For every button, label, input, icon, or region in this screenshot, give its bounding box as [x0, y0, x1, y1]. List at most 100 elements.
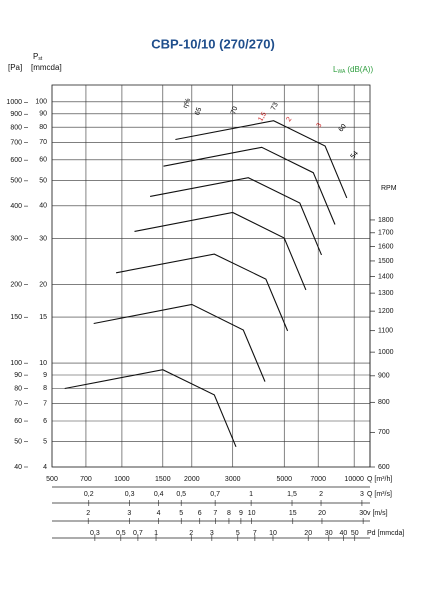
secondary-tick-label: 5 [179, 510, 183, 517]
secondary-tick-label: 0,5 [116, 530, 126, 537]
x-tick-label: 3000 [225, 476, 241, 483]
curve-annotation: 60 [338, 123, 348, 134]
curve-annotation: 65 [194, 107, 203, 117]
secondary-tick-label: 1 [249, 491, 253, 498]
secondary-tick-label: 2 [189, 530, 193, 537]
y2-tick-label: 8 [43, 385, 47, 392]
fan-curve [93, 303, 266, 382]
secondary-tick-label: 0,3 [90, 530, 100, 537]
fan-curve [149, 177, 323, 256]
y-tick-label: 600 [10, 157, 22, 164]
y-tick-label: 150 [10, 314, 22, 321]
y2-tick-label: 40 [39, 203, 47, 210]
y2-tick-label: 30 [39, 235, 47, 242]
rpm-tick-label: 800 [378, 399, 390, 406]
secondary-tick-label: 3 [360, 491, 364, 498]
x-tick-label: 7000 [310, 476, 326, 483]
y-tick-label: 400 [10, 203, 22, 210]
y2-axis-label: [mmcda] [31, 63, 62, 72]
x-tick-label: 10000 [344, 476, 364, 483]
y-tick-label: 500 [10, 178, 22, 185]
fan-curve [175, 120, 348, 199]
secondary-axis-label: Q [m³/s] [367, 491, 392, 498]
rpm-tick-label: 1500 [378, 258, 394, 265]
x-tick-label: 2000 [184, 476, 200, 483]
secondary-tick-label: 0,2 [84, 491, 94, 498]
y-tick-label: 100 [10, 360, 22, 367]
y2-tick-label: 10 [39, 360, 47, 367]
secondary-tick-label: 15 [289, 510, 297, 517]
lwa-label: LWA (dB(A)) [333, 65, 373, 75]
rpm-tick-label: 1800 [378, 217, 394, 224]
secondary-tick-label: 7 [213, 510, 217, 517]
y-tick-label: 800 [10, 124, 22, 131]
y-tick-label: 200 [10, 281, 22, 288]
secondary-tick-label: 1 [154, 530, 158, 537]
secondary-axis-label: v [m/s] [367, 510, 388, 517]
y2-tick-label: 4 [43, 464, 47, 471]
rpm-tick-label: 600 [378, 464, 390, 471]
x-tick-label: 1000 [114, 476, 130, 483]
secondary-tick-label: 7 [253, 530, 257, 537]
secondary-tick-label: 3 [210, 530, 214, 537]
secondary-tick-label: 40 [340, 530, 348, 537]
fan-curve [134, 211, 307, 291]
secondary-tick-label: 2 [319, 491, 323, 498]
y-axis-label: [Pa] [8, 63, 22, 72]
rpm-label: RPM [381, 185, 397, 192]
secondary-tick-label: 0,5 [176, 491, 186, 498]
rpm-tick-label: 1300 [378, 290, 394, 297]
secondary-tick-label: 3 [127, 510, 131, 517]
y2-tick-label: 50 [39, 177, 47, 184]
curve-annotation: 3 [316, 122, 324, 130]
secondary-axis-label: Pd [mmcda] [367, 530, 404, 537]
y2-tick-label: 70 [39, 139, 47, 146]
rpm-tick-label: 1000 [378, 349, 394, 356]
y2-tick-label: 60 [39, 157, 47, 164]
x-tick-label: 1500 [155, 476, 171, 483]
secondary-tick-label: 30 [359, 510, 367, 517]
x-tick-label: 700 [80, 476, 92, 483]
rpm-tick-label: 1600 [378, 243, 394, 250]
pressure-symbol-main: P [33, 52, 38, 61]
secondary-tick-label: 30 [325, 530, 333, 537]
rpm-tick-label: 700 [378, 429, 390, 436]
y2-tick-label: 80 [39, 124, 47, 131]
curve-annotation: 1,5 [257, 111, 268, 123]
y-tick-label: 90 [14, 372, 22, 379]
y2-tick-label: 15 [39, 314, 47, 321]
rpm-tick-label: 900 [378, 373, 390, 380]
rpm-tick-label: 1400 [378, 273, 394, 280]
y-tick-label: 300 [10, 236, 22, 243]
curve-annotation: 54 [350, 150, 360, 161]
secondary-tick-label: 10 [269, 530, 277, 537]
lwa-sub: WA [337, 69, 346, 75]
secondary-tick-label: 9 [239, 510, 243, 517]
fan-curve [163, 146, 336, 225]
secondary-tick-label: 0,4 [154, 491, 164, 498]
y2-tick-label: 5 [43, 439, 47, 446]
fan-curve [64, 369, 237, 448]
y-tick-label: 1000 [6, 99, 22, 106]
y-tick-label: 60 [14, 418, 22, 425]
fan-curve [115, 253, 289, 332]
rpm-tick-label: 1700 [378, 230, 394, 237]
x-tick-label: 500 [46, 476, 58, 483]
x-tick-label: 5000 [276, 476, 292, 483]
pressure-symbol-sub: st [38, 56, 43, 62]
lwa-symbol: L [333, 65, 338, 74]
y2-tick-label: 20 [39, 281, 47, 288]
y-tick-label: 40 [14, 464, 22, 471]
y-tick-label: 900 [10, 111, 22, 118]
secondary-tick-label: 2 [86, 510, 90, 517]
y-tick-label: 80 [14, 385, 22, 392]
y-tick-label: 50 [14, 439, 22, 446]
pressure-symbol: Pst [33, 52, 43, 62]
secondary-tick-label: 0,7 [210, 491, 220, 498]
y-tick-label: 70 [14, 400, 22, 407]
secondary-tick-label: 5 [236, 530, 240, 537]
y2-tick-label: 9 [43, 372, 47, 379]
rpm-tick-label: 1200 [378, 308, 394, 315]
secondary-tick-label: 6 [198, 510, 202, 517]
